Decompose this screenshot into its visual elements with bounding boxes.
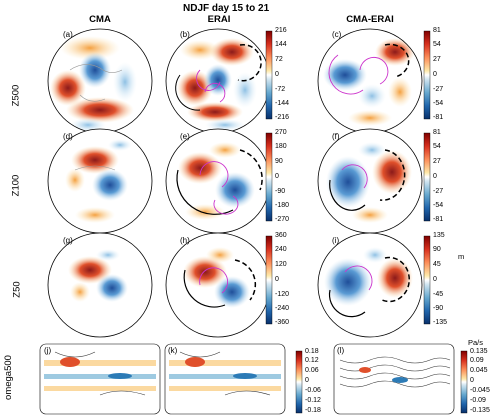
cb-tick: 45 — [433, 261, 441, 268]
cb-tick: -0.045 — [470, 387, 490, 394]
cb-tick: 0.09 — [470, 357, 484, 364]
cb-tick: -216 — [275, 114, 290, 121]
panel-label-d: (d) — [63, 132, 73, 141]
cb-tick: -90 — [275, 188, 286, 195]
column-title-diff: CMA-ERAI — [346, 14, 394, 25]
colorbar-z50-full — [265, 235, 273, 325]
cb-tick: -0.06 — [305, 387, 321, 394]
cb-tick: -81 — [433, 216, 444, 223]
cb-tick: -54 — [433, 202, 444, 209]
cb-tick: -135 — [433, 319, 448, 326]
cb-tick: 81 — [433, 129, 441, 136]
cb-tick: 0 — [275, 71, 279, 78]
cb-tick: 54 — [433, 143, 441, 150]
map-i-z50-diff — [318, 233, 422, 337]
cb-tick: -27 — [433, 188, 444, 195]
cb-tick: -0.09 — [470, 397, 486, 404]
cb-tick: 54 — [433, 41, 441, 48]
colorbar-z500-full — [265, 30, 273, 120]
cb-tick: -45 — [433, 291, 444, 298]
cb-tick: 240 — [275, 246, 287, 253]
cb-tick: -144 — [275, 100, 290, 107]
cb-tick: 0 — [305, 377, 309, 384]
cb-tick: 144 — [275, 41, 287, 48]
cb-tick: -27 — [433, 86, 444, 93]
map-h-z50-erai — [166, 233, 270, 337]
cb-tick: 0 — [470, 377, 474, 384]
cb-tick: -180 — [275, 202, 290, 209]
cb-tick: 216 — [275, 27, 287, 34]
cb-tick: 0 — [433, 276, 437, 283]
colorbar-omega-full — [295, 350, 303, 414]
cb-tick: 270 — [275, 129, 287, 136]
cb-tick: -0.18 — [305, 407, 321, 414]
cb-tick: 0.12 — [305, 357, 319, 364]
panel-label-c: (c) — [332, 30, 342, 39]
map-f-z100-diff — [318, 129, 422, 233]
cb-tick: 120 — [275, 261, 287, 268]
cb-tick: 81 — [433, 27, 441, 34]
panel-label-e: (e) — [180, 132, 190, 141]
panel-label-j: (j) — [44, 346, 52, 355]
cb-tick: -81 — [433, 114, 444, 121]
map-c-z500-diff — [318, 29, 422, 133]
cb-tick: 90 — [433, 246, 441, 253]
colorbar-z100-diff — [423, 132, 431, 222]
cb-tick: 0 — [433, 71, 437, 78]
panel-label-a: (a) — [63, 30, 73, 39]
panel-label-l: (l) — [337, 346, 345, 355]
panel-label-h: (h) — [180, 236, 190, 245]
panel-label-b: (b) — [180, 30, 190, 39]
cb-tick: -72 — [275, 86, 286, 93]
cb-tick: 360 — [275, 232, 287, 239]
cb-tick: -120 — [275, 291, 290, 298]
cb-tick: -0.135 — [470, 407, 490, 414]
figure-title: NDJF day 15 to 21 — [183, 3, 270, 14]
cb-tick: 0.045 — [470, 367, 488, 374]
colorbar-z500-diff — [423, 30, 431, 120]
cb-tick: 0 — [275, 276, 279, 283]
colorbar-omega-diff — [460, 350, 468, 414]
cb-tick: 90 — [275, 158, 283, 165]
cb-tick: 27 — [433, 158, 441, 165]
cb-tick: 0.06 — [305, 367, 319, 374]
cb-tick: 180 — [275, 143, 287, 150]
colorbar-z50-diff — [423, 235, 431, 325]
cb-tick: 72 — [275, 56, 283, 63]
panel-label-f: (f) — [332, 132, 340, 141]
unit-label-m: m — [458, 252, 465, 261]
map-l-omega-diff — [333, 343, 455, 415]
column-title-cma: CMA — [89, 14, 111, 25]
unit-label-pa-s: Pa/s — [468, 338, 484, 347]
cb-tick: -360 — [275, 319, 290, 326]
colorbar-z100-full — [265, 132, 273, 222]
map-a-z500-cma — [48, 29, 152, 133]
map-e-z100-erai — [166, 129, 270, 233]
cb-tick: -54 — [433, 100, 444, 107]
cb-tick: 135 — [433, 232, 445, 239]
cb-tick: 0 — [275, 173, 279, 180]
panel-label-k: (k) — [168, 346, 178, 355]
map-j-omega-cma — [39, 343, 161, 415]
column-title-erai: ERAI — [207, 14, 231, 25]
cb-tick: -90 — [433, 305, 444, 312]
panel-label-i: (i) — [332, 236, 340, 245]
cb-tick: -0.12 — [305, 397, 321, 404]
map-k-omega-erai — [164, 343, 286, 415]
cb-tick: 0.135 — [470, 348, 488, 355]
cb-tick: -240 — [275, 305, 290, 312]
panel-label-g: (g) — [63, 236, 73, 245]
map-d-z100-cma — [48, 129, 152, 233]
map-g-z50-cma — [48, 233, 152, 337]
cb-tick: 0.18 — [305, 348, 319, 355]
cb-tick: 0 — [433, 173, 437, 180]
cb-tick: 27 — [433, 56, 441, 63]
cb-tick: -270 — [275, 216, 290, 223]
map-b-z500-erai — [166, 29, 270, 133]
